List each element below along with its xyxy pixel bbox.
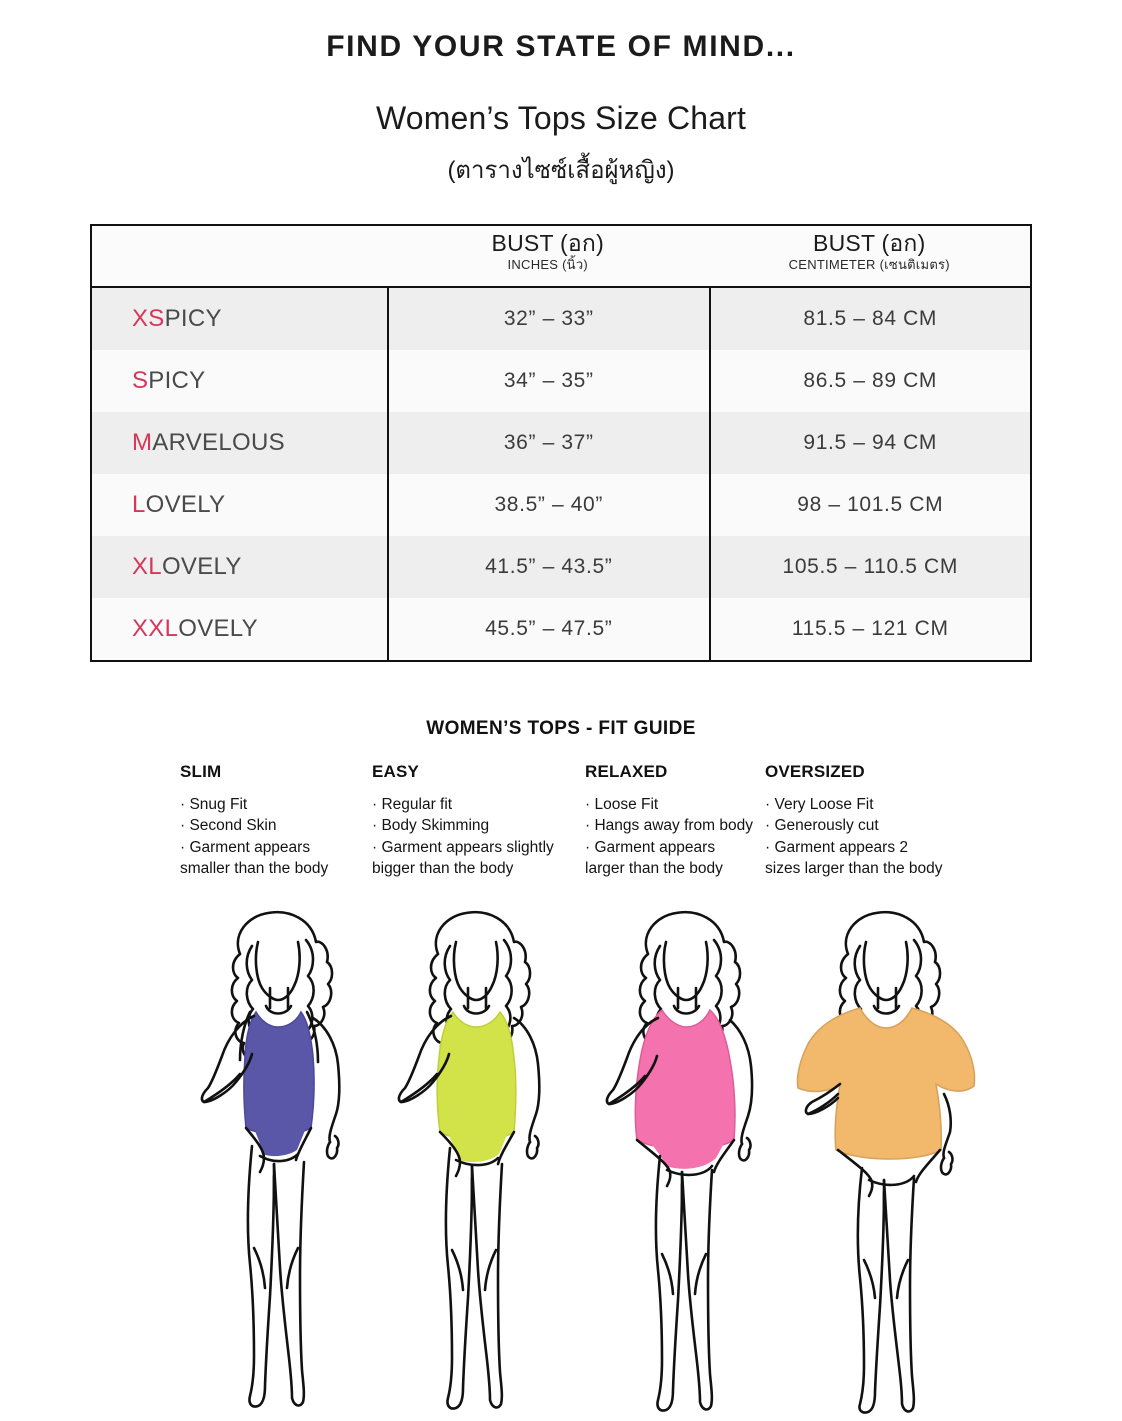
garment-easy bbox=[436, 1010, 517, 1141]
garment-relaxed bbox=[634, 1008, 736, 1150]
bust-inches-cell: 38.5” – 40” bbox=[387, 474, 709, 536]
size-name-cell: XLOVELY bbox=[92, 553, 387, 581]
size-prefix: XL bbox=[132, 553, 162, 580]
bust-inches-cell: 32” – 33” bbox=[387, 288, 709, 350]
bust-cm-cell: 86.5 – 89 CM bbox=[708, 350, 1031, 412]
fit-bullet: · Very Loose Fit bbox=[765, 796, 874, 813]
size-name-cell: XSPICY bbox=[92, 305, 387, 333]
fit-guide-column-oversized: OVERSIZED · Very Loose Fit · Generously … bbox=[765, 762, 975, 880]
bust-inches-cell: 45.5” – 47.5” bbox=[387, 598, 709, 660]
table-header-bust-cm: BUST (อก) CENTIMETER (เซนติเมตร) bbox=[709, 226, 1031, 286]
table-row: SPICY 34” – 35” 86.5 – 89 CM bbox=[92, 350, 1030, 412]
bust-cm-cell: 81.5 – 84 CM bbox=[708, 288, 1031, 350]
size-name-cell: MARVELOUS bbox=[92, 429, 387, 457]
table-row: MARVELOUS 36” – 37” 91.5 – 94 CM bbox=[92, 412, 1030, 474]
table-row: LOVELY 38.5” – 40” 98 – 101.5 CM bbox=[92, 474, 1030, 536]
fit-bullet: · Snug Fit bbox=[180, 796, 248, 813]
figure-easy bbox=[368, 896, 578, 1416]
fit-bullet: · Body Skimming bbox=[372, 817, 490, 835]
figure-relaxed bbox=[578, 896, 788, 1416]
size-chart-table: BUST (อก) INCHES (นิ้ว) BUST (อก) CENTIM… bbox=[90, 224, 1032, 662]
table-body: XSPICY 32” – 33” 81.5 – 84 CM SPICY 34” … bbox=[92, 288, 1030, 660]
garment-oversized bbox=[797, 1008, 975, 1159]
column-title-bust-inches: BUST (อก) bbox=[491, 230, 604, 256]
fit-name: OVERSIZED bbox=[765, 762, 865, 781]
size-suffix: OVELY bbox=[145, 491, 226, 518]
table-row: XXLOVELY 45.5” – 47.5” 115.5 – 121 CM bbox=[92, 598, 1030, 660]
fit-name: EASY bbox=[372, 762, 419, 781]
table-header-blank-cell bbox=[92, 226, 387, 286]
fit-guide-title: WOMEN’S TOPS - FIT GUIDE bbox=[426, 718, 696, 739]
fit-bullet: sizes larger than the body bbox=[765, 860, 943, 878]
page-subtitle-thai: (ตารางไซซ์เสื้อผู้หญิง) bbox=[447, 157, 675, 185]
column-title-bust-cm: BUST (อก) bbox=[813, 230, 926, 256]
column-unit-inches: INCHES (นิ้ว) bbox=[507, 257, 588, 273]
size-prefix: L bbox=[132, 491, 146, 518]
size-name-cell: SPICY bbox=[92, 367, 387, 395]
bust-inches-cell: 36” – 37” bbox=[387, 412, 709, 474]
bust-cm-cell: 91.5 – 94 CM bbox=[708, 412, 1031, 474]
fit-guide-column-relaxed: RELAXED · Loose Fit · Hangs away from bo… bbox=[585, 762, 775, 880]
fit-bullet: · Garment appears bbox=[180, 838, 311, 856]
garment-slim bbox=[243, 1010, 315, 1135]
fit-bullet: · Generously cut bbox=[765, 817, 879, 835]
fit-name: SLIM bbox=[180, 762, 222, 781]
fit-guide-column-slim: SLIM · Snug Fit · Second Skin · Garment … bbox=[180, 762, 375, 880]
fit-bullet: larger than the body bbox=[585, 860, 723, 878]
page-title: Women’s Tops Size Chart bbox=[375, 100, 747, 136]
size-suffix: ARVELOUS bbox=[152, 429, 285, 456]
column-unit-cm: CENTIMETER (เซนติเมตร) bbox=[788, 257, 950, 273]
size-name-cell: LOVELY bbox=[92, 491, 387, 519]
size-prefix: XS bbox=[132, 305, 165, 332]
size-prefix: M bbox=[132, 429, 153, 456]
fit-bullet: · Garment appears bbox=[585, 838, 716, 856]
fit-guide-column-easy: EASY · Regular fit · Body Skimming · Gar… bbox=[372, 762, 582, 880]
figure-oversized bbox=[778, 896, 988, 1416]
size-suffix: OVELY bbox=[161, 553, 242, 580]
fit-guide-illustrations bbox=[0, 896, 1122, 1416]
bust-cm-cell: 98 – 101.5 CM bbox=[708, 474, 1031, 536]
table-header-bust-inches: BUST (อก) INCHES (นิ้ว) bbox=[387, 226, 709, 286]
fit-name: RELAXED bbox=[585, 762, 668, 781]
size-suffix: PICY bbox=[164, 305, 222, 332]
fit-bullet: · Regular fit bbox=[372, 796, 453, 813]
bust-inches-cell: 41.5” – 43.5” bbox=[387, 536, 709, 598]
fit-bullet: smaller than the body bbox=[180, 860, 329, 878]
fit-bullet: · Loose Fit bbox=[585, 796, 659, 813]
table-row: XLOVELY 41.5” – 43.5” 105.5 – 110.5 CM bbox=[92, 536, 1030, 598]
table-header-row: BUST (อก) INCHES (นิ้ว) BUST (อก) CENTIM… bbox=[92, 226, 1030, 288]
fit-guide-columns: SLIM · Snug Fit · Second Skin · Garment … bbox=[0, 762, 1122, 892]
header-kicker: FIND YOUR STATE OF MIND... bbox=[326, 30, 796, 63]
page-header: FIND YOUR STATE OF MIND... Women’s Tops … bbox=[0, 0, 1122, 185]
table-row: XSPICY 32” – 33” 81.5 – 84 CM bbox=[92, 288, 1030, 350]
fit-bullet: · Second Skin bbox=[180, 817, 277, 835]
fit-bullet: · Hangs away from body bbox=[585, 817, 753, 835]
size-prefix: S bbox=[132, 367, 149, 394]
bust-cm-cell: 115.5 – 121 CM bbox=[708, 598, 1031, 660]
fit-bullet: · Garment appears 2 bbox=[765, 838, 909, 856]
size-suffix: PICY bbox=[148, 367, 206, 394]
fit-bullet: · Garment appears slightly bbox=[372, 838, 554, 856]
size-name-cell: XXLOVELY bbox=[92, 615, 387, 643]
figure-slim bbox=[170, 896, 380, 1416]
fit-bullet: bigger than the body bbox=[372, 860, 514, 878]
size-suffix: OVELY bbox=[178, 615, 258, 642]
bust-cm-cell: 105.5 – 110.5 CM bbox=[708, 536, 1031, 598]
bust-inches-cell: 34” – 35” bbox=[387, 350, 709, 412]
size-prefix: XXL bbox=[132, 615, 179, 642]
